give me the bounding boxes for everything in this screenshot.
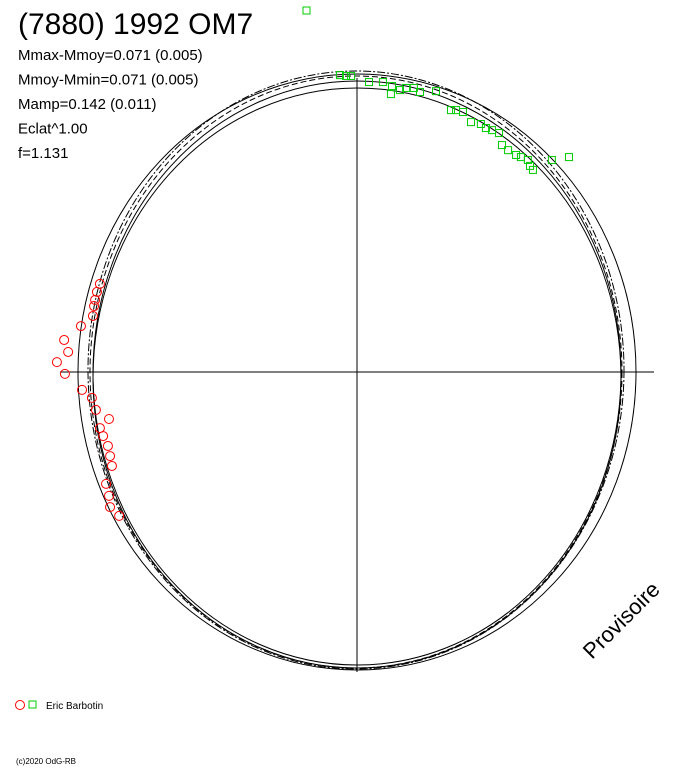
data-point [446, 106, 455, 115]
annotation: Mamp=0.142 (0.011) [18, 96, 157, 113]
data-point [409, 83, 418, 92]
title-marker [302, 6, 311, 15]
annotation: Mmax-Mmoy=0.071 (0.005) [18, 47, 203, 64]
data-point [101, 478, 112, 489]
data-point [564, 153, 573, 162]
copyright: (c)2020 OdG-RB [16, 757, 76, 766]
data-point [476, 119, 485, 128]
watermark-group: Provisoire [578, 577, 665, 664]
data-point [59, 334, 70, 345]
legend-label: Eric Barbotin [46, 701, 103, 712]
data-point [547, 156, 556, 165]
data-point [91, 286, 102, 297]
data-point [103, 413, 114, 424]
data-point [365, 78, 374, 87]
data-point [416, 87, 425, 96]
data-point [87, 310, 98, 321]
legend-marker [28, 700, 37, 709]
data-point [481, 123, 490, 132]
data-point [516, 153, 525, 162]
data-point [105, 451, 116, 462]
data-point [102, 440, 113, 451]
data-point [98, 431, 109, 442]
data-point [395, 86, 404, 95]
watermark: Provisoire [578, 577, 665, 664]
data-point [378, 78, 387, 87]
data-point [386, 90, 395, 99]
data-point [103, 490, 114, 501]
data-point [458, 107, 467, 116]
data-point [512, 150, 521, 159]
data-point [90, 404, 101, 415]
data-point [495, 129, 504, 138]
data-point [63, 346, 74, 357]
data-point [114, 510, 125, 521]
data-point [335, 71, 344, 80]
chart-title: (7880) 1992 OM7 [18, 8, 253, 41]
data-point [387, 82, 396, 91]
data-point [77, 384, 88, 395]
data-point [504, 146, 513, 155]
data-point [523, 156, 532, 165]
data-point [466, 118, 475, 127]
data-point [528, 165, 537, 174]
data-point [525, 161, 534, 170]
annotation: Mmoy-Mmin=0.071 (0.005) [18, 72, 198, 89]
data-point [347, 71, 356, 80]
data-point [75, 321, 86, 332]
data-point [86, 392, 97, 403]
data-point [402, 83, 411, 92]
annotation: Eclat^1.00 [18, 121, 88, 138]
annotation: f=1.131 [18, 145, 68, 162]
data-point [497, 141, 506, 150]
model-curve [87, 70, 625, 670]
data-point [89, 301, 100, 312]
data-point [105, 502, 116, 513]
data-point [432, 87, 441, 96]
legend-marker [15, 700, 25, 710]
data-point [106, 460, 117, 471]
data-point [90, 294, 101, 305]
data-point [59, 368, 70, 379]
data-point [51, 357, 62, 368]
data-point [342, 71, 351, 80]
